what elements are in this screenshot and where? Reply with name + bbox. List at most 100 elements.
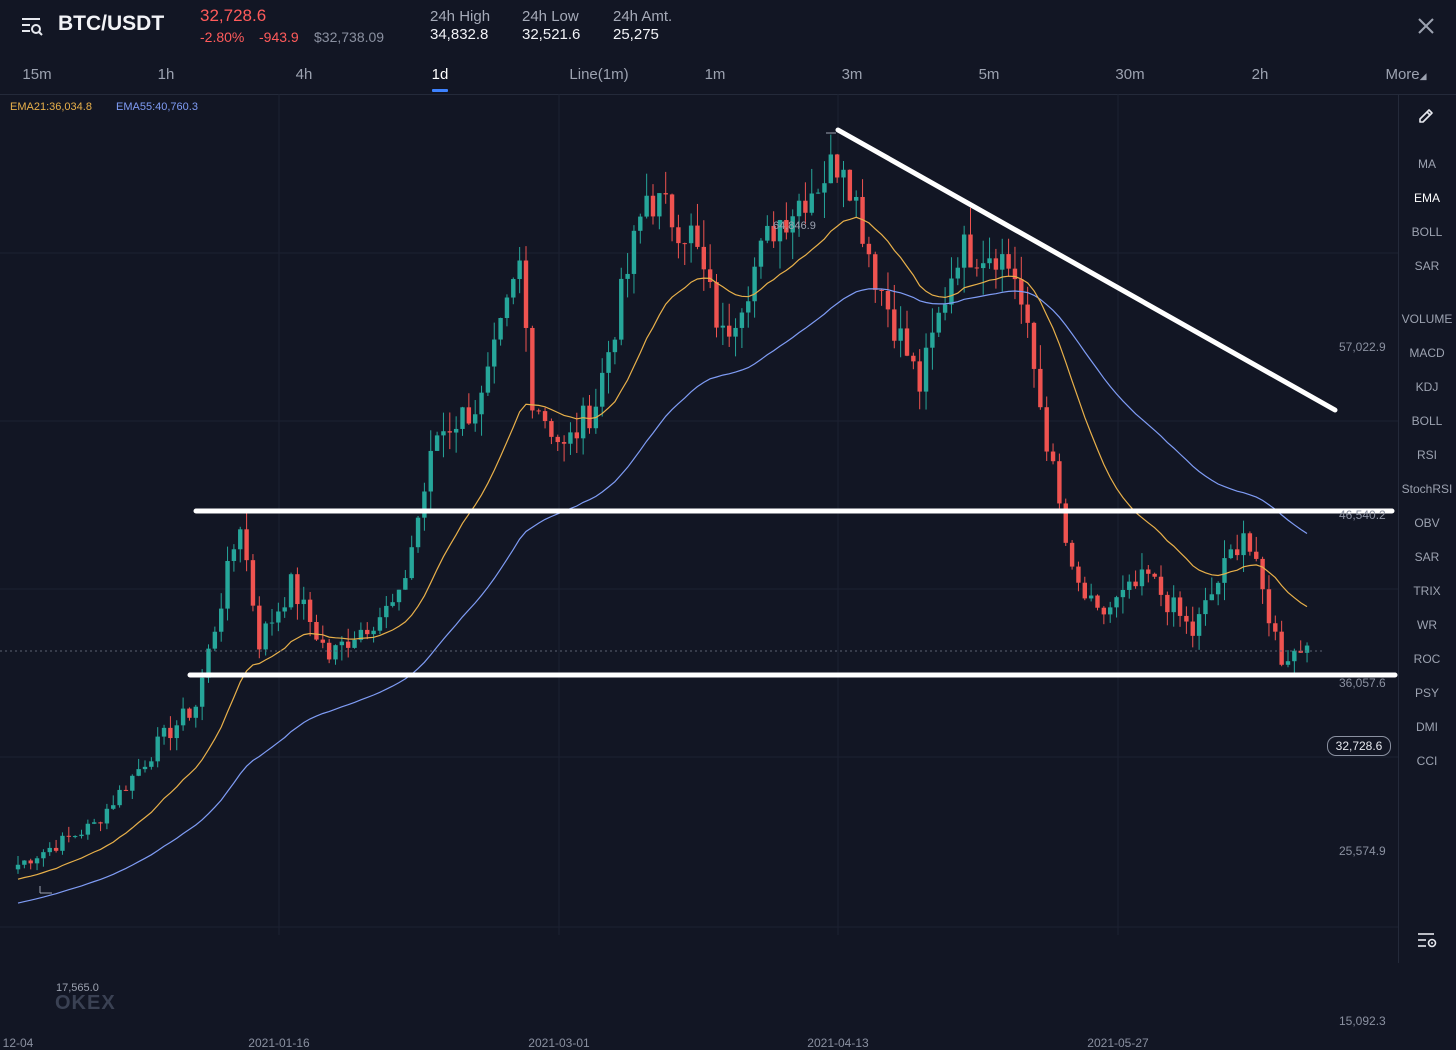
candle-body: [1184, 615, 1189, 622]
candle-body: [574, 432, 579, 439]
tab-2h[interactable]: 2h: [1251, 66, 1269, 83]
candle-body: [727, 325, 732, 337]
candle-body: [631, 230, 637, 274]
candle-body: [720, 325, 726, 328]
tab-5m[interactable]: 5m: [978, 66, 1000, 83]
candle-body: [1158, 576, 1164, 595]
indicator-psy[interactable]: PSY: [1414, 686, 1439, 700]
candle-body: [1203, 600, 1208, 615]
candle-body: [1108, 607, 1113, 615]
candle-body: [1273, 623, 1278, 632]
tab-1d[interactable]: 1d: [431, 66, 449, 83]
candle-body: [714, 282, 719, 328]
candle-body: [758, 240, 764, 267]
candle-body: [638, 216, 643, 231]
tab-more[interactable]: More◢: [1385, 66, 1426, 83]
candle-body: [1114, 597, 1119, 608]
close-icon[interactable]: [1414, 14, 1438, 38]
change-percent: -2.80%: [200, 29, 245, 45]
candle-body: [66, 835, 71, 837]
candle-body: [466, 407, 472, 424]
candle-body: [111, 805, 116, 809]
candle-body: [923, 347, 929, 392]
candle-body: [828, 154, 833, 184]
candle-body: [981, 263, 986, 269]
candle-body: [555, 436, 560, 443]
candle-body: [815, 192, 821, 194]
indicator-sar-sub[interactable]: SAR: [1414, 550, 1440, 564]
pencil-icon[interactable]: [1416, 106, 1436, 126]
candle-body: [225, 560, 230, 609]
candle-body: [917, 361, 922, 392]
indicator-sar[interactable]: SAR: [1414, 259, 1440, 273]
settings-icon[interactable]: [1416, 930, 1438, 950]
tab-3m[interactable]: 3m: [841, 66, 863, 83]
indicator-ema[interactable]: EMA: [1413, 191, 1440, 205]
tab-15m[interactable]: 15m: [22, 66, 52, 83]
candle-body: [1088, 595, 1094, 599]
candle-body: [276, 611, 281, 623]
indicator-volume[interactable]: VOLUME: [1401, 312, 1453, 326]
tab-30m[interactable]: 30m: [1115, 66, 1145, 83]
stat-amount-value: 25,275: [613, 26, 659, 43]
candle-body: [136, 769, 141, 776]
indicator-wr[interactable]: WR: [1417, 618, 1437, 632]
candle-body: [873, 254, 878, 290]
current-price-badge: 32,728.6: [1327, 736, 1391, 756]
candle-body: [53, 847, 59, 851]
candle-body: [403, 578, 408, 590]
candle-body: [1012, 268, 1018, 280]
tab-1m[interactable]: 1m: [704, 66, 726, 83]
candle-body: [568, 432, 573, 444]
tab-line-1m[interactable]: Line(1m): [569, 66, 629, 83]
candle-body: [542, 411, 548, 422]
indicator-obv[interactable]: OBV: [1414, 516, 1440, 530]
candle-body: [409, 547, 414, 579]
candle-body: [282, 607, 287, 612]
candle-body: [606, 352, 611, 373]
candle-body: [822, 183, 827, 193]
candle-body: [301, 599, 306, 605]
menu-search-icon[interactable]: [20, 14, 44, 38]
indicator-dmi[interactable]: DMI: [1416, 720, 1438, 734]
candle-body: [961, 234, 967, 268]
indicator-roc[interactable]: ROC: [1413, 652, 1441, 666]
candle-body: [784, 220, 789, 233]
candle-body: [511, 279, 516, 298]
indicator-kdj[interactable]: KDJ: [1415, 380, 1439, 394]
indicator-stochrsi[interactable]: StochRSI: [1401, 482, 1453, 496]
trading-pair[interactable]: BTC/USDT: [58, 12, 165, 35]
price-axis-label: 57,022.9: [1339, 340, 1386, 354]
timeframe-tabs: 15m 1h 4h 1d Line(1m) 1m 3m 5m 30m 2h Mo…: [0, 58, 1456, 95]
candle-body: [765, 225, 770, 241]
date-axis-label: 2021-01-16: [248, 1036, 310, 1050]
candle-body: [1171, 597, 1176, 613]
candle-body: [911, 355, 916, 362]
indicator-boll-sub[interactable]: BOLL: [1411, 414, 1443, 428]
indicator-rsi[interactable]: RSI: [1416, 448, 1437, 462]
candle-body: [1209, 594, 1214, 601]
tab-1h[interactable]: 1h: [157, 66, 175, 83]
candle-body: [238, 529, 243, 550]
indicator-cci[interactable]: CCI: [1416, 754, 1438, 768]
candle-body: [257, 605, 262, 650]
candle-body: [250, 560, 256, 606]
candle-body: [1095, 595, 1100, 608]
candle-body: [904, 328, 910, 356]
indicator-macd[interactable]: MACD: [1409, 346, 1445, 360]
indicator-ma[interactable]: MA: [1418, 157, 1436, 171]
price-chart[interactable]: 64,846.9 17,565.0 57,022.9 46,540.2 36,0…: [0, 94, 1398, 1050]
price-axis-label: 15,092.3: [1339, 1014, 1386, 1028]
candle-body: [320, 639, 325, 643]
candle-body: [1057, 461, 1062, 504]
candle-body: [892, 309, 897, 341]
indicator-trix[interactable]: TRIX: [1413, 584, 1441, 598]
tab-4h[interactable]: 4h: [295, 66, 313, 83]
ema21-legend: EMA21:36,034.8: [10, 101, 92, 113]
indicator-boll[interactable]: BOLL: [1411, 225, 1443, 239]
candle-body: [707, 269, 713, 283]
candle-body: [1177, 597, 1183, 616]
candle-body: [1279, 631, 1284, 665]
candle-body: [949, 278, 954, 305]
candle-body: [834, 154, 840, 178]
